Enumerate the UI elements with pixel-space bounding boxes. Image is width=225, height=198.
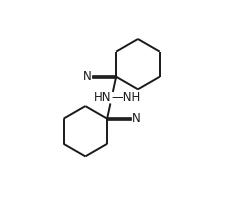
Text: N: N — [83, 70, 91, 83]
Text: —NH: —NH — [111, 91, 140, 104]
Text: HN: HN — [94, 91, 111, 104]
Text: N: N — [131, 112, 140, 125]
